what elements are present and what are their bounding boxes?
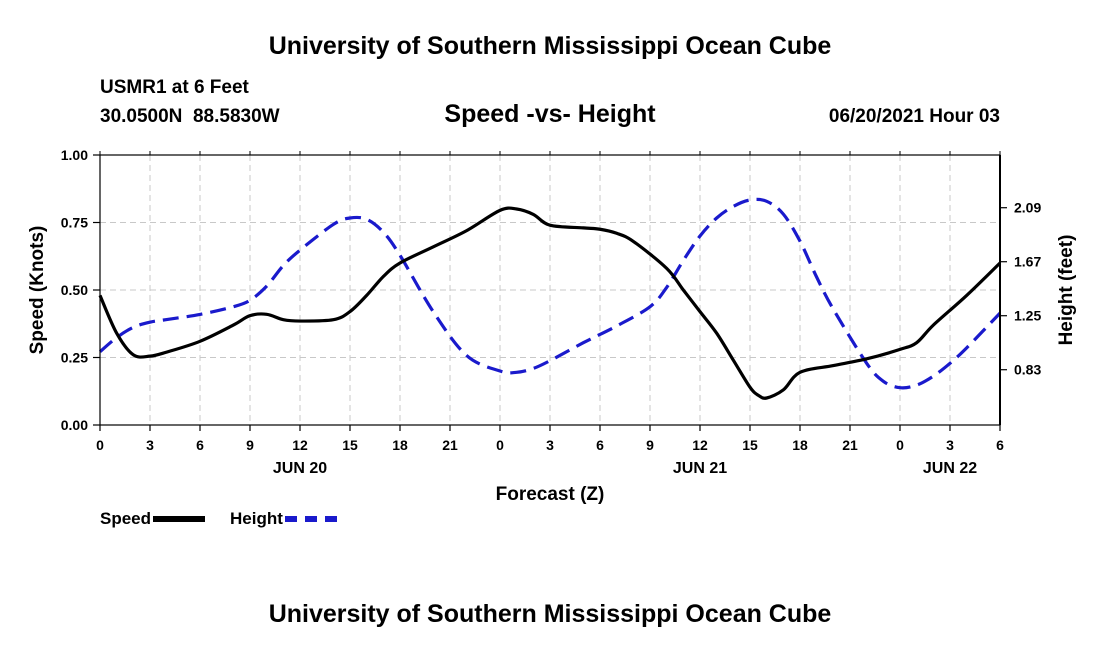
x-tick-label: 0 [96, 437, 104, 453]
x-tick-label: 0 [896, 437, 904, 453]
x-tick-label: 3 [546, 437, 554, 453]
grid-lines [100, 155, 1000, 425]
station-coordinates: 30.0500N 88.5830W [100, 106, 280, 127]
forecast-timestamp: 06/20/2021 Hour 03 [828, 106, 1000, 127]
y-tick-label: 0.50 [61, 282, 88, 298]
x-tick-label: 18 [392, 437, 408, 453]
x-tick-label: 0 [496, 437, 504, 453]
x-tick-label: 15 [342, 437, 358, 453]
x-date-label: JUN 22 [923, 460, 977, 477]
y-tick-label: 1.00 [61, 147, 88, 163]
legend-speed: Speed [100, 509, 206, 529]
station-name: USMR1 at 6 Feet [100, 77, 249, 98]
chart-subtitle: Speed -vs- Height [444, 100, 656, 128]
x-tick-label: 9 [646, 437, 654, 453]
legend-height: Height [230, 509, 337, 529]
y-tick-label: 0.75 [61, 215, 88, 231]
legend-speed-swatch [153, 516, 206, 522]
series-lines [98, 197, 1002, 400]
y2-tick-label: 2.09 [1014, 200, 1041, 216]
chart-title-top: University of Southern Mississippi Ocean… [268, 32, 832, 60]
y-tick-label: 0.25 [61, 350, 88, 366]
x-tick-label: 3 [946, 437, 954, 453]
legend-speed-label: Speed [100, 509, 152, 528]
y2-axis-title: Height (feet) [1056, 235, 1077, 346]
x-date-label: JUN 20 [273, 460, 327, 477]
x-tick-label: 21 [442, 437, 458, 453]
x-tick-label: 9 [246, 437, 254, 453]
x-tick-label: 12 [692, 437, 708, 453]
x-tick-label: 21 [842, 437, 858, 453]
axis-ticks [93, 151, 1007, 431]
x-date-label: JUN 21 [673, 460, 727, 477]
x-axis-title: Forecast (Z) [496, 484, 605, 505]
chart-title-bottom: University of Southern Mississippi Ocean… [268, 600, 832, 628]
y2-tick-label: 1.25 [1014, 308, 1041, 324]
axis-labels: 0 3 6 9 12 15 18 21 0 3 6 9 12 15 18 21 0 3 6 0.00 0.25 0.50 0… [27, 147, 1077, 505]
x-tick-label: 18 [792, 437, 808, 453]
y2-tick-label: 1.67 [1014, 254, 1041, 270]
legend-height-label: Height [230, 509, 283, 528]
legend-height-swatch [284, 516, 337, 522]
x-tick-label: 15 [742, 437, 758, 453]
x-tick-label: 6 [196, 437, 204, 453]
y-tick-label: 0.00 [61, 417, 88, 433]
y2-tick-label: 0.83 [1014, 362, 1041, 378]
x-tick-label: 3 [146, 437, 154, 453]
y-axis-title: Speed (Knots) [27, 226, 48, 355]
x-tick-label: 6 [596, 437, 604, 453]
x-tick-label: 6 [996, 437, 1004, 453]
speed-series-line [98, 206, 1002, 400]
x-tick-label: 12 [292, 437, 308, 453]
